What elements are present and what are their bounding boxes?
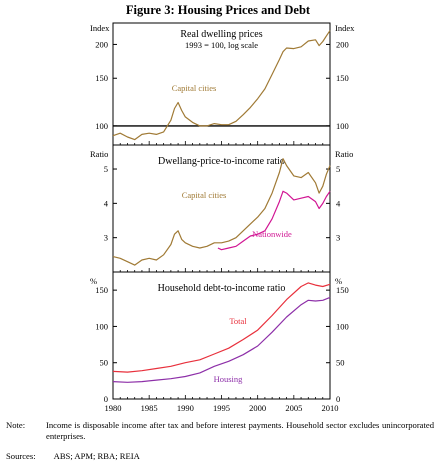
y-axis-label-left: %	[90, 276, 97, 286]
note-label: Note:	[6, 420, 26, 430]
y-tick-label-left: 100	[95, 321, 108, 331]
y-axis-label-left: Ratio	[90, 149, 108, 159]
y-tick-label-right: 0	[336, 394, 340, 404]
y-tick-label-right: 150	[336, 285, 349, 295]
series-line-capital-cities	[112, 158, 331, 266]
series-line-capital-cities	[112, 30, 331, 141]
y-tick-label-right: 5	[336, 164, 340, 174]
series-label: Nationwide	[252, 229, 292, 239]
y-tick-label-right: 4	[336, 198, 341, 208]
series-label: Capital cities	[182, 190, 227, 200]
y-tick-label-left: 150	[95, 285, 108, 295]
x-tick-label: 2005	[285, 403, 302, 413]
panel-subtitle: 1993 = 100, log scale	[185, 40, 258, 50]
y-axis-label-left: Index	[90, 23, 110, 33]
sources-label: Sources:	[6, 451, 36, 461]
y-tick-label-left: 200	[95, 39, 108, 49]
y-tick-label-left: 50	[100, 358, 109, 368]
y-tick-label-right: 50	[336, 358, 345, 368]
y-tick-label-left: 0	[104, 394, 108, 404]
x-tick-label: 1990	[177, 403, 194, 413]
y-tick-label-right: 200	[336, 39, 349, 49]
x-tick-label: 2010	[322, 403, 339, 413]
note-text: Income is disposable income after tax an…	[46, 420, 434, 441]
series-line-total	[112, 282, 331, 373]
y-axis-label-right: Index	[335, 23, 355, 33]
panel-2: Ratio Ratio 3 3 4 4 5 5 Dwellang-price-to-income…	[90, 144, 353, 273]
series-line-housing	[112, 296, 331, 383]
panel-3: % % 0 0 50 50 100 100 150 150 Household debt-to-in…	[90, 271, 349, 413]
y-tick-label-left: 5	[104, 164, 108, 174]
series-label: Housing	[214, 374, 244, 384]
panel-title: Real dwelling prices	[180, 29, 262, 40]
x-tick-label: 1980	[105, 403, 122, 413]
y-tick-label-right: 100	[336, 121, 349, 131]
sources: Sources: ABS; APM; RBA; REIA	[6, 451, 140, 461]
y-axis-label-right: Ratio	[335, 149, 353, 159]
y-tick-label-right: 100	[336, 321, 349, 331]
series-label: Total	[229, 316, 247, 326]
y-tick-label-left: 3	[104, 233, 108, 243]
y-axis-label-right: %	[335, 276, 342, 286]
panel-title: Household debt-to-income ratio	[158, 283, 286, 294]
x-tick-label: 1985	[141, 403, 158, 413]
figure-title: Figure 3: Housing Prices and Debt	[125, 3, 311, 17]
y-tick-label-right: 150	[336, 73, 349, 83]
x-tick-label: 2000	[249, 403, 266, 413]
x-tick-label: 1995	[213, 403, 230, 413]
y-tick-label-left: 100	[95, 121, 108, 131]
sources-text: ABS; APM; RBA; REIA	[53, 451, 140, 461]
y-tick-label-left: 4	[104, 198, 109, 208]
panel-title: Dwellang-price-to-income ratio	[158, 156, 285, 167]
series-line-nationwide	[217, 190, 331, 251]
y-tick-label-right: 3	[336, 233, 340, 243]
y-tick-label-left: 150	[95, 73, 108, 83]
panel-1: Index Index 100 100 150 150 200 200 Real dwellin…	[90, 22, 355, 146]
series-label: Capital cities	[172, 83, 217, 93]
